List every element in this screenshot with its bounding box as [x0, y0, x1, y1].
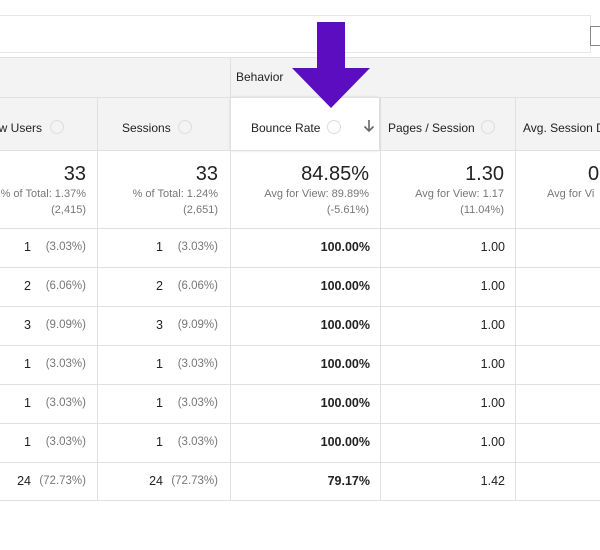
column-header: Sessions [122, 121, 171, 135]
column-header: Pages / Session [388, 121, 475, 135]
bounce-rate: 100.00% [320, 435, 370, 449]
group-header: Behavior [236, 70, 284, 84]
pages-per-session: 1.00 [480, 396, 505, 410]
count-percent: (72.73%) [39, 475, 86, 487]
count-value: 24 [149, 474, 163, 488]
count-percent: (72.73%) [171, 475, 218, 487]
count-percent: (9.09%) [177, 319, 218, 331]
count-value: 1 [156, 357, 163, 371]
summary-value: 33 [63, 163, 86, 185]
count-percent: (9.09%) [45, 319, 86, 331]
help-icon [327, 120, 341, 134]
pages-per-session: 1.00 [480, 240, 505, 254]
pages-per-session: 1.42 [480, 474, 505, 488]
toolbar [0, 0, 600, 57]
count-value: 2 [156, 279, 163, 293]
summary-note: Avg for View: 1.17 [415, 188, 504, 200]
bounce-rate: 100.00% [320, 396, 370, 410]
row-divider [0, 267, 600, 268]
row-divider [0, 345, 600, 346]
bounce-rate: 100.00% [320, 240, 370, 254]
pages-per-session: 1.00 [480, 435, 505, 449]
count-percent: (3.03%) [45, 241, 86, 253]
column-header: New Users [0, 121, 42, 135]
count-percent: (3.03%) [45, 436, 86, 448]
count-value: 3 [156, 318, 163, 332]
row-divider [0, 423, 600, 424]
summary-note: Avg for View: 89.89% [264, 188, 369, 200]
count-percent: (3.03%) [177, 397, 218, 409]
row-divider [0, 150, 600, 151]
help-icon [50, 120, 64, 134]
bounce-rate: 100.00% [320, 279, 370, 293]
summary-note: (11.04%) [460, 204, 504, 216]
pages-per-session: 1.00 [480, 318, 505, 332]
row-divider [0, 500, 600, 501]
row-divider [0, 228, 600, 229]
summary-note: % of Total: 1.37% [0, 188, 86, 200]
search-box-edge [590, 26, 600, 46]
summary-value: 1.30 [465, 163, 504, 185]
bounce-rate: 79.17% [327, 474, 370, 488]
count-value: 1 [156, 240, 163, 254]
row-divider [0, 306, 600, 307]
help-icon [178, 120, 192, 134]
count-value: 1 [156, 396, 163, 410]
pages-per-session: 1.00 [480, 279, 505, 293]
sorted-header-bg [231, 98, 379, 150]
summary-note: (2,415) [51, 204, 86, 216]
summary-value: 33 [195, 163, 218, 185]
count-percent: (3.03%) [177, 436, 218, 448]
count-percent: (6.06%) [177, 280, 218, 292]
column-divider [380, 97, 381, 500]
count-percent: (6.06%) [45, 280, 86, 292]
row-divider [0, 57, 600, 58]
count-value: 2 [24, 279, 31, 293]
column-header: Bounce Rate [251, 121, 321, 135]
summary-note: (-5.61%) [326, 204, 369, 216]
column-divider [97, 97, 98, 500]
group-header-bg [0, 57, 600, 97]
bounce-rate: 100.00% [320, 357, 370, 371]
count-value: 1 [156, 435, 163, 449]
count-value: 1 [24, 396, 31, 410]
column-divider [515, 97, 516, 500]
count-percent: (3.03%) [177, 358, 218, 370]
summary-value: 84.85% [301, 163, 369, 185]
summary-note: Avg for Vi [547, 188, 595, 200]
count-value: 1 [24, 357, 31, 371]
pages-per-session: 1.00 [480, 357, 505, 371]
count-percent: (3.03%) [45, 358, 86, 370]
summary-note: (2,651) [183, 204, 218, 216]
bounce-rate: 100.00% [320, 318, 370, 332]
annotation-arrow [292, 22, 370, 108]
column-divider [230, 57, 231, 500]
sort-arrow[interactable] [363, 119, 375, 133]
count-value: 1 [24, 435, 31, 449]
count-percent: (3.03%) [45, 397, 86, 409]
row-divider [0, 462, 600, 463]
column-header: Avg. Session Duration [523, 121, 600, 135]
row-divider [0, 97, 600, 98]
help-icon [481, 120, 495, 134]
count-percent: (3.03%) [177, 241, 218, 253]
row-divider [0, 384, 600, 385]
summary-note: % of Total: 1.24% [132, 188, 218, 200]
summary-value: 0 [588, 163, 600, 185]
count-value: 3 [24, 318, 31, 332]
count-value: 1 [24, 240, 31, 254]
count-value: 24 [17, 474, 31, 488]
